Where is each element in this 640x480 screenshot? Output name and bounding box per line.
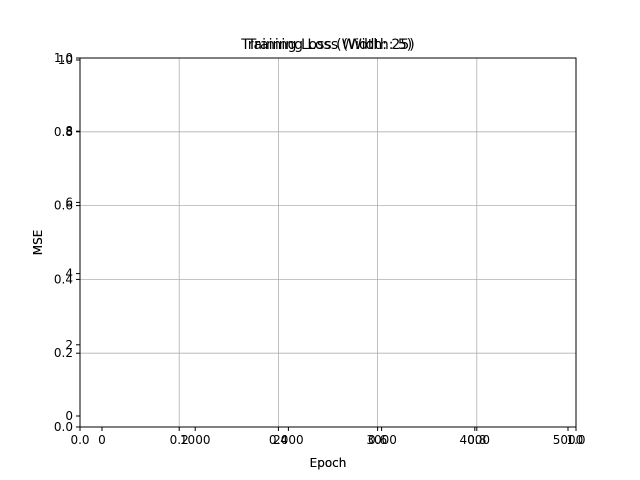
y-tick-label: 8 [65, 124, 73, 138]
x-tick-label: 5000 [553, 433, 584, 447]
plot-frame [79, 57, 577, 428]
x-tick-label: 0.0 [70, 433, 89, 447]
x-tick-label: 0 [98, 433, 106, 447]
y-tick-label: 0.6 [54, 199, 73, 213]
y-tick-label: 2 [65, 338, 73, 352]
x-tick-label: 0.8 [467, 433, 486, 447]
chart-title: Training Loss (Width: 25) [240, 37, 414, 53]
y-tick-label: 1.0 [54, 51, 73, 65]
x-tick-label: 3000 [366, 433, 397, 447]
x-tick-label: 0.4 [269, 433, 288, 447]
x-tick-label: 1.0 [566, 433, 585, 447]
x-axis-label: Epoch [310, 456, 347, 470]
x-tick-label: 1000 [180, 433, 211, 447]
y-tick-label: 10 [58, 53, 73, 67]
y-tick-label: 0.2 [54, 346, 73, 360]
x-tick-label: 2000 [273, 433, 304, 447]
x-tick-label: 0.6 [368, 433, 387, 447]
x-axis-label: Epoch [310, 456, 347, 470]
x-tick-label: 0.2 [170, 433, 189, 447]
y-tick-label: 0.8 [54, 125, 73, 139]
chart-title: Training Loss (Width: 5) [247, 37, 413, 53]
y-axis-label: MSE [31, 230, 45, 256]
grid [80, 58, 576, 427]
x-tick-label: 4000 [460, 433, 491, 447]
y-tick-label: 6 [65, 195, 73, 209]
y-tick-label: 0.0 [54, 420, 73, 434]
y-tick-label: 0.4 [54, 272, 73, 286]
y-tick-label: 0 [65, 409, 73, 423]
axes-layer-2: Training Loss (Width: 25) Epoch MSE 0.0 0.2 0… [31, 37, 586, 470]
y-axis-label: MSE [31, 230, 45, 256]
y-tick-label: 4 [65, 267, 73, 281]
